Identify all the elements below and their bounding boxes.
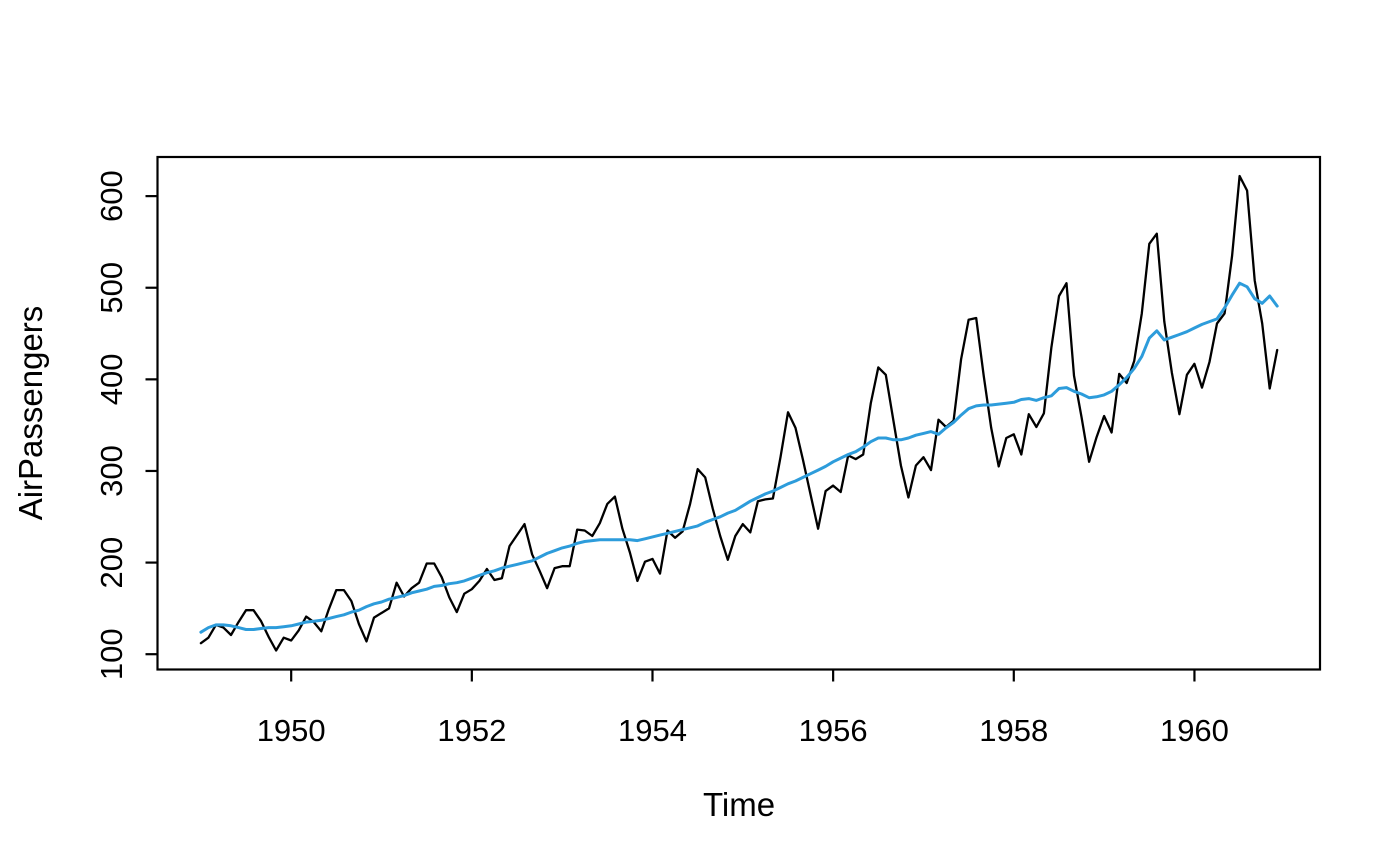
- y-tick-label: 600: [94, 170, 129, 222]
- y-tick-label: 400: [94, 353, 129, 405]
- x-tick-label: 1950: [257, 713, 326, 748]
- x-tick-label: 1958: [979, 713, 1048, 748]
- y-tick-label: 100: [94, 628, 129, 680]
- y-axis-ticks: 100 200 300 400 500 600: [94, 170, 158, 680]
- series-line-smoothed: [199, 281, 1279, 634]
- series-line-observed: [199, 174, 1279, 652]
- x-axis-title: Time: [703, 786, 775, 823]
- y-tick-label: 300: [94, 445, 129, 497]
- x-tick-label: 1954: [618, 713, 687, 748]
- x-axis-ticks: 1950 1952 1954 1956 1958 1960: [257, 669, 1229, 748]
- x-tick-label: 1960: [1160, 713, 1229, 748]
- y-tick-label: 200: [94, 537, 129, 589]
- data-series: [199, 174, 1279, 652]
- plot-frame: [156, 155, 1322, 671]
- x-tick-label: 1956: [799, 713, 868, 748]
- y-axis-title: AirPassengers: [12, 306, 49, 521]
- x-tick-label: 1952: [437, 713, 506, 748]
- y-tick-label: 500: [94, 262, 129, 314]
